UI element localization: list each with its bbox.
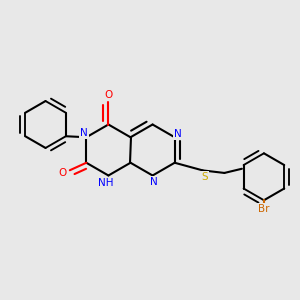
Text: N: N — [150, 177, 158, 187]
Text: Br: Br — [258, 204, 270, 214]
Text: N: N — [174, 129, 182, 139]
Text: O: O — [58, 168, 67, 178]
Text: O: O — [104, 89, 112, 100]
Text: N: N — [80, 128, 88, 138]
Text: NH: NH — [98, 178, 113, 188]
Text: S: S — [201, 172, 208, 182]
